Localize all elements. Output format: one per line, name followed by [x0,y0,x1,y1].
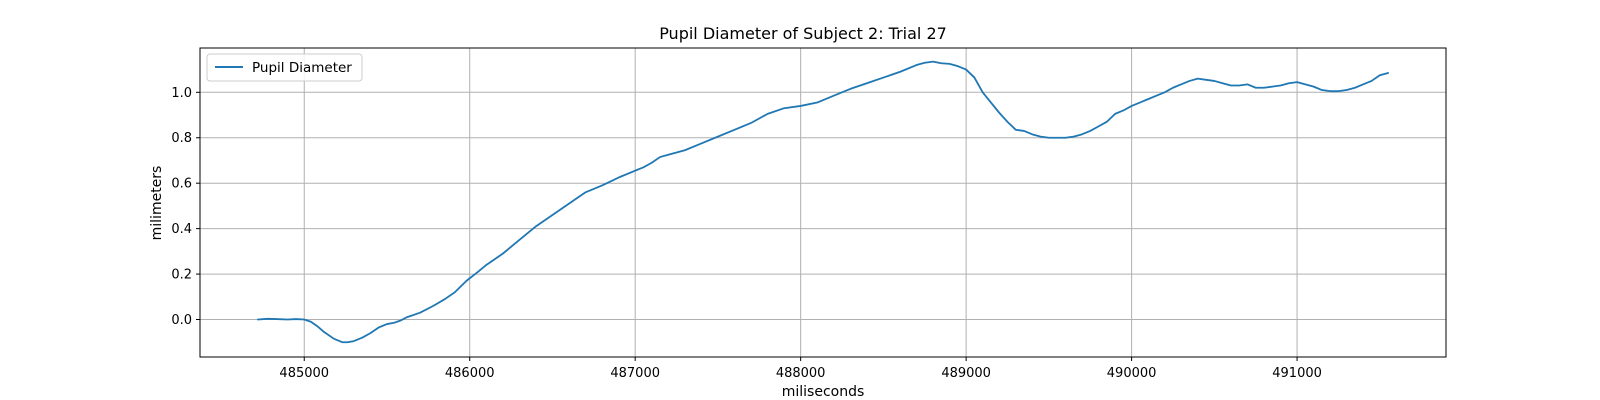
y-axis-label: milimeters [149,166,165,241]
x-tick-label: 488000 [776,366,826,381]
y-tick-label: 0.0 [171,313,192,328]
series-line-pupil-diameter [257,60,1389,344]
axis-ticks: 485000 486000 487000 488000 489000 490000 4910… [171,86,1322,381]
chart-title: Pupil Diameter of Subject 2: Trial 27 [659,24,947,43]
x-tick-label: 487000 [610,366,660,381]
plot-frame [199,47,1447,358]
legend-box [206,53,363,82]
legend-label: Pupil Diameter [252,60,352,76]
x-tick-label: 491000 [1272,366,1322,381]
series-layer [257,60,1389,344]
x-axis-label: miliseconds [782,384,865,400]
y-tick-label: 0.6 [171,177,192,192]
legend: Pupil Diameter [206,53,363,82]
grid-lines [200,48,1446,357]
y-tick-label: 1.0 [171,86,192,101]
y-tick-label: 0.2 [171,268,192,283]
x-tick-label: 486000 [445,366,495,381]
x-tick-label: 489000 [941,366,991,381]
y-tick-label: 0.4 [171,222,192,237]
y-tick-label: 0.8 [171,131,192,146]
x-tick-label: 490000 [1107,366,1157,381]
x-tick-label: 485000 [279,366,329,381]
